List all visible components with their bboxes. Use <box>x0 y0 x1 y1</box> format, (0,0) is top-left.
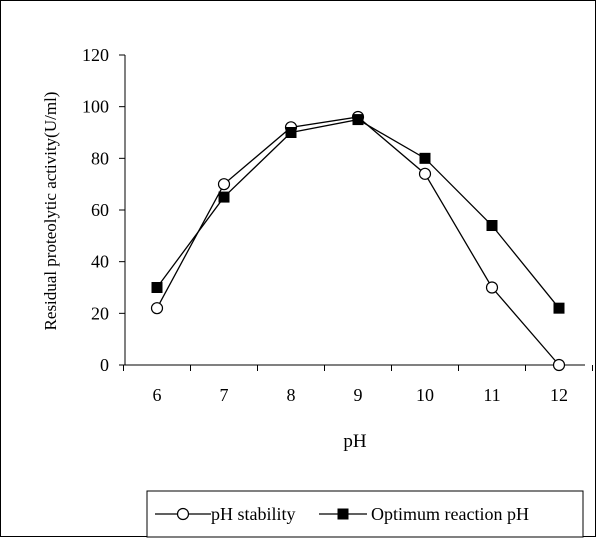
y-tick-label: 80 <box>91 148 109 168</box>
legend-entry: Optimum reaction pH <box>319 504 529 524</box>
data-point <box>419 152 431 164</box>
legend-label: pH stability <box>211 504 296 524</box>
series-layer <box>150 110 566 372</box>
x-tick-label: 12 <box>550 385 568 405</box>
x-ticks: 6 7 8 9 10 11 12 <box>123 365 593 405</box>
x-tick-label: 8 <box>287 385 296 405</box>
x-tick-label: 7 <box>220 385 229 405</box>
data-point <box>150 302 164 315</box>
x-tick-label: 11 <box>483 385 500 405</box>
y-tick-label: 60 <box>91 200 109 220</box>
y-tick-label: 100 <box>82 97 109 117</box>
x-axis-label: pH <box>343 431 367 452</box>
series-line <box>156 118 560 309</box>
x-tick-label: 10 <box>416 385 434 405</box>
series-2 <box>151 114 565 314</box>
data-point <box>218 191 230 203</box>
data-point <box>352 114 364 126</box>
y-ticks: 0 20 40 60 80 100 120 <box>82 45 125 375</box>
data-point <box>151 282 163 293</box>
data-point <box>486 220 498 231</box>
y-tick-label: 120 <box>82 45 109 65</box>
data-point <box>552 358 566 372</box>
data-point <box>285 127 297 138</box>
y-axis-label: Residual proteolytic activity(U/ml) <box>41 92 60 331</box>
legend-marker <box>176 507 190 521</box>
x-tick-label: 6 <box>153 385 162 405</box>
legend-marker <box>337 508 349 520</box>
legend: pH stability Optimum reaction pH <box>146 490 584 538</box>
x-tick-label: 9 <box>354 385 363 405</box>
legend-entry: pH stability <box>155 504 296 524</box>
y-tick-label: 20 <box>91 303 109 323</box>
legend-label: Optimum reaction pH <box>371 504 529 524</box>
data-point <box>553 302 565 314</box>
data-point <box>485 281 499 294</box>
data-point <box>418 167 432 180</box>
data-point <box>217 178 231 191</box>
y-tick-label: 40 <box>91 252 109 272</box>
series-line <box>156 116 560 366</box>
y-tick-label: 0 <box>100 355 109 375</box>
series-1 <box>150 110 566 372</box>
